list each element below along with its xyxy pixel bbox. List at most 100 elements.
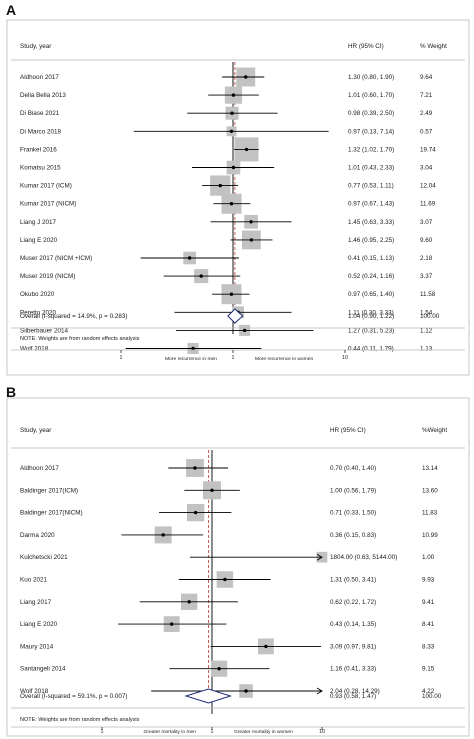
panel-b-point-estimate xyxy=(264,644,268,649)
panel-b-point-estimate xyxy=(244,689,248,693)
panel-a-study-weight: 9.64 xyxy=(420,74,433,81)
panel-b-study-name: Baldinger 2017(ICM) xyxy=(20,487,78,494)
panel-a-study-weight: 11.69 xyxy=(420,201,436,208)
panel-a-study-weight: 3.04 xyxy=(420,165,433,172)
panel-a-study-weight: 9.60 xyxy=(420,237,433,244)
panel-b-study-name: Darma 2020 xyxy=(20,532,55,539)
panel-b-ci-arrow xyxy=(316,553,323,561)
panel-b-note: NOTE: Weights are from random effects an… xyxy=(20,717,140,723)
panel-b-overall-label: Overall (I-squared = 59.1%, p = 0.007) xyxy=(20,693,127,700)
panel-a-study-weight: 1.12 xyxy=(420,327,433,334)
panel-a-axis-right-label: More recurrence in women xyxy=(255,356,313,362)
panel-b-axis-tick-label: 1 xyxy=(101,729,104,735)
panel-b-study-weight: 8.41 xyxy=(422,621,435,628)
panel-a-point-estimate xyxy=(229,292,234,296)
panel-b-point-estimate xyxy=(193,466,197,470)
panel-a-letter: A xyxy=(6,2,17,18)
panel-a-study-weight: 3.37 xyxy=(420,273,433,280)
panel-a-point-estimate xyxy=(187,256,192,260)
panel-b-letter: B xyxy=(6,384,17,400)
panel-a-study-ci: 1.32 (1.02, 1.70) xyxy=(348,146,394,153)
panel-b-axis-tick-label: 10 xyxy=(319,729,325,735)
panel-a-note: NOTE: Weights are from random effects an… xyxy=(20,336,140,342)
panel-a-study-ci: 1.01 (0.60, 1.70) xyxy=(348,92,394,99)
panel-b-frame xyxy=(6,397,470,737)
panel-a-study-name: Di Marco 2018 xyxy=(20,128,61,135)
panel-a-study-name: Silberbauer 2014 xyxy=(20,327,68,334)
panel-a-study-name: Muser 2017 (NICM +ICM) xyxy=(20,255,92,262)
panel-b-point-estimate xyxy=(210,488,214,492)
panel-a-point-estimate xyxy=(249,238,254,242)
panel-b-study-ci: 0.71 (0.33, 1.50) xyxy=(330,510,376,517)
panel-a-study-name: Wolf 2018 xyxy=(20,346,49,353)
panel-a-point-estimate xyxy=(249,220,253,224)
panel-a-study-name: Muser 2019 (NICM) xyxy=(20,273,75,280)
panel-b-point-estimate xyxy=(193,510,198,515)
panel-b-study-weight: 13.60 xyxy=(422,487,438,494)
panel-a-study-name: Kumar 2017 (NICM) xyxy=(20,201,76,208)
panel-b-ci-arrow xyxy=(316,687,323,695)
panel-b-study-weight: 1.00 xyxy=(422,554,435,561)
panel-a-study-weight: 7.21 xyxy=(420,92,433,99)
panel-a-study-ci: 1.30 (0.80, 1.90) xyxy=(348,74,394,81)
panel-b-study-name: Kulchetscki 2021 xyxy=(20,554,68,561)
panel-b-point-estimate xyxy=(217,667,221,671)
panel-a-study-ci: 0.97 (0.65, 1.40) xyxy=(348,291,394,298)
panel-a-study-weight: 1.54 xyxy=(420,309,433,316)
panel-b-study-weight: 13.14 xyxy=(422,465,438,472)
panel-a-study-weight: 11.58 xyxy=(420,291,436,298)
panel-b-study-weight: 11.83 xyxy=(422,510,438,517)
panel-a-frame xyxy=(6,19,470,376)
panel-a-study-ci: 0.97 (0.13, 7.14) xyxy=(348,128,394,135)
panel-a-overall-diamond xyxy=(227,308,244,324)
panel-a-study-weight: 1.13 xyxy=(420,346,433,353)
panel-b-study-name: Santangeli 2014 xyxy=(20,666,66,673)
panel-b-study-name: Liang E 2020 xyxy=(20,621,58,628)
panel-b-study-name: Baldinger 2017(NICM) xyxy=(20,510,83,517)
panel-b-study-name: Liang 2017 xyxy=(20,599,52,606)
panel-b-axis-right-label: Greater mortality in women xyxy=(234,729,293,735)
panel-b-study-ci: 0.70 (0.40, 1.40) xyxy=(330,465,376,472)
panel-b-point-estimate xyxy=(187,600,191,604)
panel-a-overall-weight: 100.00 xyxy=(420,313,440,320)
panel-a-study-name: Peretto 2020 xyxy=(20,309,57,316)
panel-b-study-weight: 9.15 xyxy=(422,666,435,673)
panel-a-point-estimate xyxy=(242,328,247,333)
panel-a-study-ci: 0.77 (0.53, 1.11) xyxy=(348,183,394,190)
panel-b-point-estimate xyxy=(223,577,227,582)
panel-a-study-ci: 1.27 (0.31, 5.23) xyxy=(348,327,394,334)
panel-a-axis-tick-label: 10 xyxy=(342,355,348,361)
panel-a-study-name: Frankel 2016 xyxy=(20,146,57,153)
panel-a-study-ci: 0.44 (0.11, 1.79) xyxy=(348,346,394,353)
panel-a-point-estimate xyxy=(191,346,195,351)
panel-b-study-ci: 2.04 (0.28, 14.29) xyxy=(330,688,380,695)
panel-a-study-ci: 1.11 (0.30, 3.33) xyxy=(348,309,394,316)
panel-a-study-name: Aldhoon 2017 xyxy=(20,74,59,81)
panel-a-point-estimate xyxy=(231,165,236,170)
panel-a-point-estimate xyxy=(218,183,222,188)
panel-a-point-estimate xyxy=(244,75,248,79)
panel-b-study-ci: 1.31 (0.50, 3.41) xyxy=(330,577,376,584)
panel-b-study-weight: 4.22 xyxy=(422,688,435,695)
panel-a-header-ci: HR (95% CI) xyxy=(348,43,384,50)
panel-a-study-ci: 1.46 (0.95, 2.25) xyxy=(348,237,394,244)
panel-b-study-ci: 1.16 (0.41, 3.33) xyxy=(330,666,376,673)
panel-b-study-name: Aldhoon 2017 xyxy=(20,465,59,472)
panel-b-axis-left-label: Greater mortality in men xyxy=(144,729,197,735)
panel-b-overall-diamond xyxy=(184,688,233,704)
panel-a-point-estimate xyxy=(199,274,203,278)
panel-a-study-ci: 1.01 (0.43, 2.33) xyxy=(348,165,394,172)
panel-b-point-estimate xyxy=(169,622,174,626)
panel-a-header-weight: % Weight xyxy=(420,43,447,50)
panel-a-header-study: Study, year xyxy=(20,43,51,50)
panel-a-point-estimate xyxy=(231,93,236,97)
panel-b-point-estimate xyxy=(161,533,165,537)
panel-b-study-weight: 8.33 xyxy=(422,643,435,650)
panel-a-study-weight: 2.18 xyxy=(420,255,433,262)
panel-b-study-ci: 3.09 (0.97, 9.81) xyxy=(330,643,376,650)
panel-a-study-ci: 0.98 (0.39, 2.50) xyxy=(348,110,394,117)
panel-b-study-weight: 9.41 xyxy=(422,599,435,606)
panel-a-study-name: Della Bella 2013 xyxy=(20,92,66,99)
panel-a-axis-tick-label: 1 xyxy=(120,355,123,361)
panel-b-header-weight: %Weight xyxy=(422,427,447,434)
